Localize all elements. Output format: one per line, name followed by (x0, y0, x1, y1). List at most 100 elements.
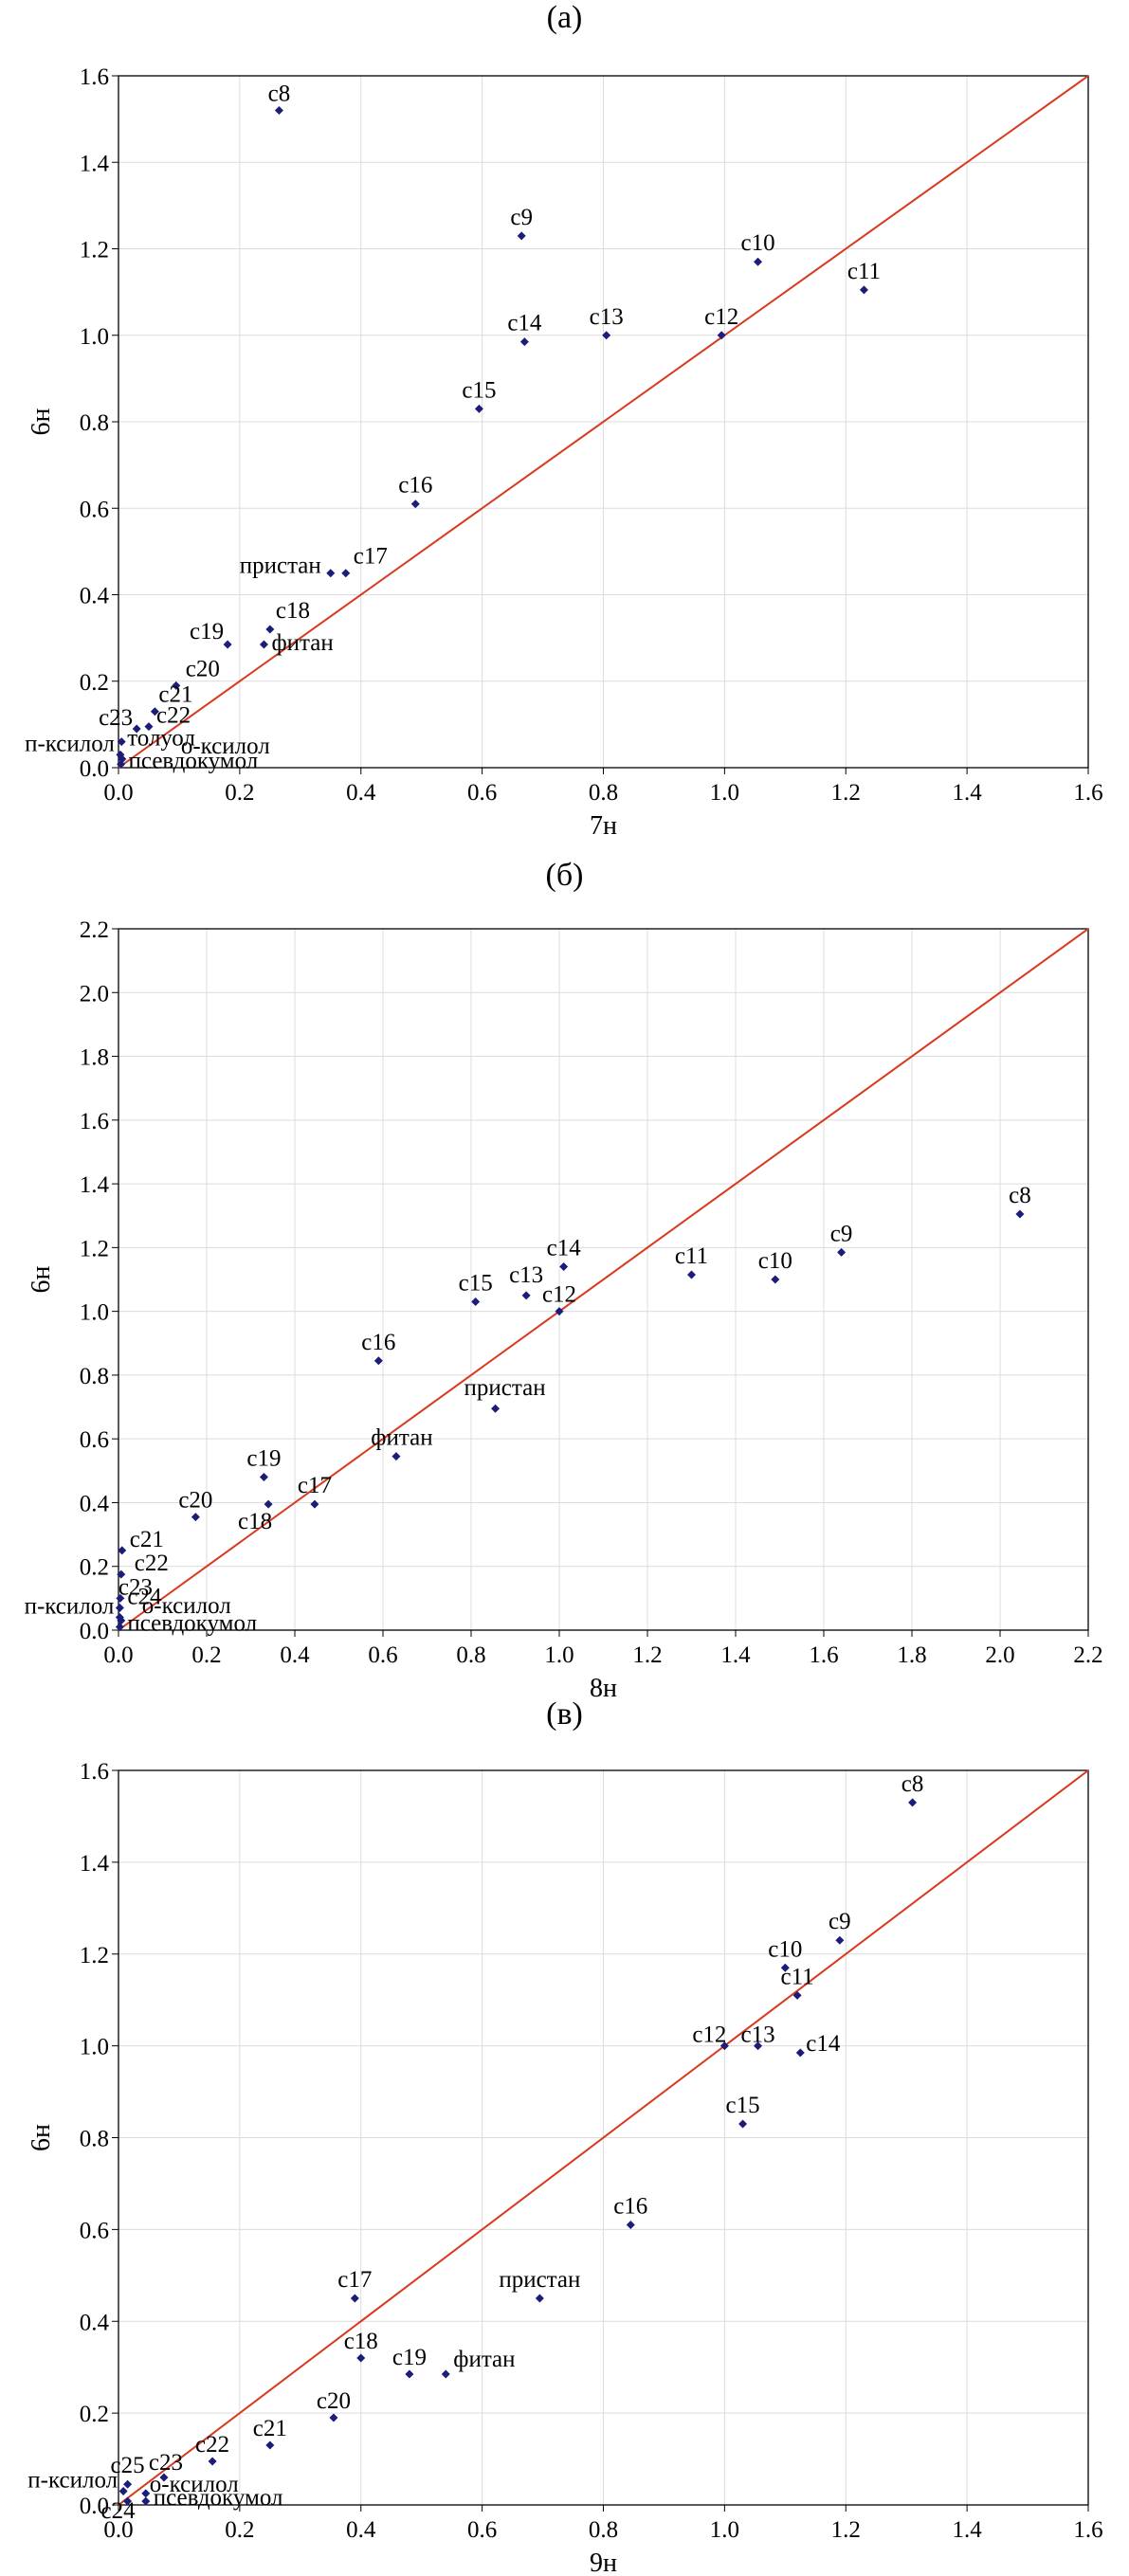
x-tick-label: 0.2 (225, 780, 254, 806)
x-tick-label: 0.4 (280, 1642, 310, 1668)
panel-title-b: (б) (545, 858, 584, 893)
point-label: c22 (135, 1551, 169, 1576)
point-label: c8 (1009, 1183, 1031, 1208)
data-point (259, 640, 268, 649)
point-label: c14 (806, 2031, 841, 2057)
data-point (310, 1499, 319, 1509)
data-point (517, 231, 526, 241)
x-tick-label: 0.2 (191, 1642, 221, 1668)
point-label: c8 (268, 82, 291, 107)
x-tick-label: 0.4 (346, 2517, 376, 2543)
point-label: c19 (392, 2345, 427, 2370)
reference-line (118, 928, 1089, 1631)
data-point (441, 2369, 450, 2379)
y-tick-label: 1.6 (80, 64, 109, 90)
data-point (191, 1513, 200, 1522)
data-point (392, 1452, 401, 1461)
point-label: c18 (276, 598, 310, 624)
data-point (274, 106, 283, 115)
y-tick-label: 1.4 (80, 1172, 110, 1198)
y-tick-label: 0.4 (80, 584, 110, 609)
point-label: c16 (361, 1330, 395, 1355)
point-label: c21 (158, 682, 192, 708)
data-point (535, 2294, 544, 2303)
data-point (555, 1307, 564, 1316)
y-tick-label: 0.0 (80, 2494, 109, 2519)
y-tick-label: 0.4 (80, 2310, 110, 2335)
point-label: c23 (99, 705, 133, 731)
x-tick-label: 0.6 (467, 2517, 497, 2543)
data-point (521, 1291, 531, 1300)
reference-line (118, 1769, 1089, 2506)
x-tick-label: 1.4 (953, 780, 983, 806)
data-point (474, 404, 483, 413)
point-label: о-ксилол (150, 2472, 239, 2497)
x-tick-label: 1.2 (632, 1642, 662, 1668)
y-tick-label: 2.0 (80, 981, 109, 1007)
x-tick-label: 1.2 (831, 780, 861, 806)
y-tick-label: 0.2 (80, 1555, 109, 1581)
data-point (116, 1593, 125, 1603)
point-label: c20 (186, 656, 220, 681)
point-label: c24 (127, 1584, 162, 1609)
data-point (602, 331, 611, 340)
data-point (795, 2048, 805, 2058)
x-tick-label: 2.2 (1073, 1642, 1102, 1668)
data-point (341, 569, 351, 578)
data-point (208, 2457, 217, 2466)
x-tick-label: 0.6 (467, 780, 497, 806)
data-point (259, 1473, 268, 1482)
x-axis-label: 7н (590, 811, 617, 841)
point-label: п-ксилол (25, 1594, 115, 1620)
point-label: c16 (398, 473, 432, 499)
reference-line (118, 75, 1089, 769)
point-label: c20 (317, 2388, 351, 2414)
point-label: c22 (156, 703, 191, 729)
data-point (350, 2294, 359, 2303)
y-tick-label: 0.2 (80, 670, 109, 696)
data-point (908, 1798, 918, 1807)
panel-title-c: (в) (546, 1696, 583, 1732)
point-label: c11 (675, 1243, 708, 1269)
x-tick-label: 1.6 (1073, 780, 1102, 806)
x-tick-label: 0.8 (589, 780, 618, 806)
y-tick-label: 0.0 (80, 1619, 109, 1644)
x-tick-label: 1.2 (831, 2517, 861, 2543)
point-label: о-ксилол (181, 734, 270, 759)
y-tick-label: 0.6 (80, 2218, 109, 2243)
point-label: c22 (195, 2432, 229, 2458)
data-point (265, 625, 275, 634)
data-point (117, 1569, 126, 1579)
point-label: c12 (692, 2023, 726, 2048)
x-tick-label: 1.0 (544, 1642, 574, 1668)
x-tick-label: 1.0 (710, 2517, 739, 2543)
data-point (471, 1297, 481, 1307)
point-label: c15 (459, 1271, 493, 1297)
point-label: c24 (101, 2498, 137, 2524)
point-label: c16 (613, 2194, 647, 2220)
data-point (717, 331, 726, 340)
data-point (356, 2353, 366, 2363)
chart-c: 0.0 0.2 0.4 0.6 0.8 1.0 1.2 1.4 1.6 0.0 0.2 0.4 0.6 0… (27, 1759, 1103, 2576)
data-point (719, 2041, 729, 2051)
point-label: c21 (130, 1527, 164, 1552)
x-tick-label: 0.8 (456, 1642, 485, 1668)
x-tick-label: 0.0 (103, 780, 133, 806)
data-point (491, 1404, 501, 1413)
data-point (144, 722, 154, 732)
point-label: c9 (510, 205, 533, 230)
data-point (373, 1356, 383, 1366)
point-label: c13 (590, 304, 624, 330)
point-label: c17 (298, 1473, 332, 1498)
y-tick-label: 1.0 (80, 1300, 109, 1326)
y-tick-label: 0.8 (80, 410, 109, 436)
x-tick-label: 0.4 (346, 780, 376, 806)
point-label: c13 (509, 1262, 543, 1288)
data-point (117, 737, 126, 747)
point-label: c10 (740, 230, 774, 256)
y-tick-label: 1.2 (80, 238, 109, 263)
point-label: псевдокумол (154, 2485, 283, 2511)
data-point (835, 1935, 845, 1945)
point-label: пристан (499, 2267, 580, 2293)
x-tick-label: 0.8 (589, 2517, 618, 2543)
